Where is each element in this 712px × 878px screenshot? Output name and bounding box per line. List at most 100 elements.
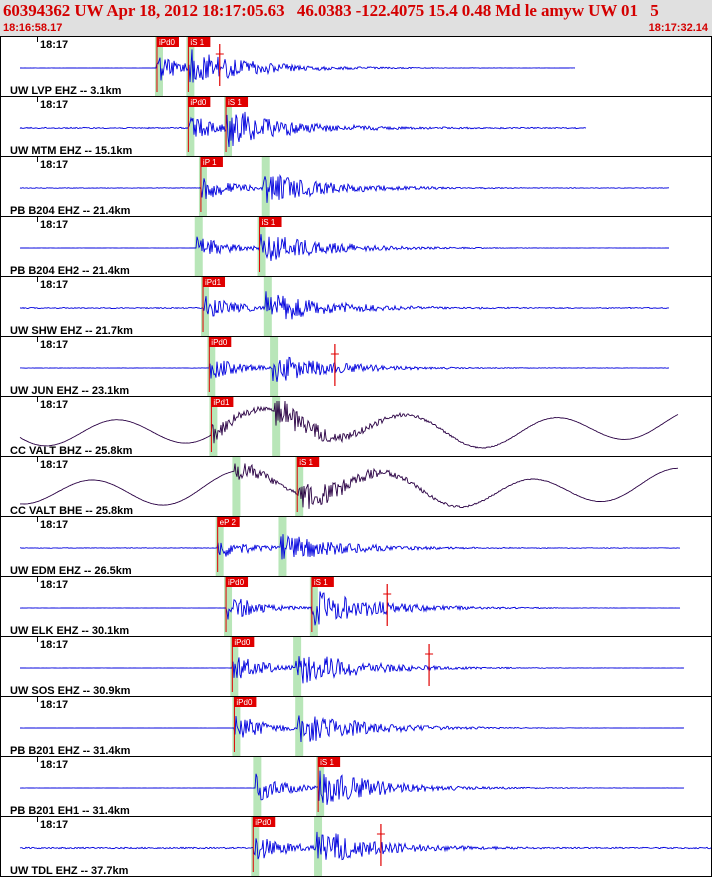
pick-window [224,97,233,156]
trace-frame [0,456,712,517]
station-label: PB B201 EHZ -- 31.4km [10,745,131,757]
pick-label: iPd0 [228,578,245,587]
station-label: UW SOS EHZ -- 30.9km [10,685,131,697]
pick-box [188,37,211,47]
pick-label: iPd1 [213,398,230,407]
pick-window [314,817,323,876]
trace-frame [0,636,712,697]
pick-label: iS 1 [262,218,276,227]
pick-box [318,757,341,767]
station-label: UW MTM EHZ -- 15.1km [10,145,132,157]
station-label: UW SHW EHZ -- 21.7km [10,325,133,337]
pick-window [263,277,272,336]
pick-box [226,577,249,587]
pick-label: iPd0 [211,338,228,347]
pick-window [230,637,239,696]
pick-label: iS 1 [228,98,242,107]
pick-window [261,157,270,216]
station-label: PB B204 EH2 -- 21.4km [10,265,130,277]
waveform [19,111,587,148]
trace-row: eP 2 18:17 UW EDM EHZ -- 26.5km [0,516,712,577]
trace-time-label: 18:17 [40,579,68,591]
pick-window [215,517,224,576]
pick-box [156,37,179,47]
trace-frame [0,156,712,217]
trace-row: iPd1 18:17 CC VALT BHZ -- 25.8km [0,396,712,457]
waveform [20,770,685,805]
trace-time-label: 18:17 [40,399,68,411]
pick-window [201,277,210,336]
trace-row: iS 1 18:17 CC VALT BHE -- 25.8km [0,456,712,517]
pick-box [203,277,226,287]
station-label: PB B201 EH1 -- 31.4km [10,805,130,817]
pick-label: iS 1 [314,578,328,587]
waveform [20,463,679,509]
pick-window [309,577,318,636]
waveform [19,234,669,262]
waveform [19,831,712,861]
waveform [20,715,685,743]
trace-time-label: 18:17 [40,219,68,231]
trace-row: iPd0 iS 1 18:17 UW MTM EHZ -- 15.1km [0,96,712,157]
pick-box [232,637,255,647]
event-title: 60394362 UW Apr 18, 2012 18:17:05.63 46.… [3,1,659,20]
trace-row: iPd1 18:17 UW SHW EHZ -- 21.7km [0,276,712,337]
waveform [20,49,576,83]
pick-window [232,697,241,756]
trace-row: iPd0 18:17 UW SOS EHZ -- 30.9km [0,636,712,697]
trace-time-label: 18:17 [40,39,68,51]
pick-label: eP 2 [220,518,237,527]
pick-window [207,337,216,396]
pick-window [272,397,281,456]
pick-box [209,337,232,347]
pick-label: iPd0 [255,818,272,827]
station-label: UW ELK EHZ -- 30.1km [10,625,129,637]
window-start-time: 18:16:58.17 [3,22,63,34]
station-label: UW EDM EHZ -- 26.5km [10,565,132,577]
trace-frame [0,36,712,97]
trace-row: iPd0 18:17 UW TDL EHZ -- 37.7km [0,816,712,877]
pick-label: iP 1 [203,158,217,167]
pick-window [316,757,325,816]
pick-label: iS 1 [299,458,313,467]
station-label: CC VALT BHZ -- 25.8km [10,445,133,457]
pick-window [232,457,241,516]
pick-box [200,157,223,167]
pick-box [226,97,249,107]
trace-time-label: 18:17 [40,99,68,111]
trace-frame [0,276,712,337]
station-label: UW LVP EHZ -- 3.1km [10,85,122,97]
trace-frame [0,756,712,817]
pick-box [259,217,282,227]
pick-box [234,697,257,707]
pick-box [217,517,240,527]
trace-frame [0,516,712,577]
pick-window [154,37,163,96]
station-label: UW JUN EHZ -- 23.1km [10,385,129,397]
station-label: CC VALT BHE -- 25.8km [10,505,133,517]
trace-frame [0,216,712,277]
waveform [19,400,679,449]
pick-box [253,817,276,827]
event-header: 60394362 UW Apr 18, 2012 18:17:05.63 46.… [0,0,712,36]
pick-label: iPd0 [234,638,251,647]
trace-time-label: 18:17 [40,339,68,351]
waveform [20,534,680,560]
pick-window [186,37,195,96]
pick-box [211,397,234,407]
trace-time-label: 18:17 [40,639,68,651]
trace-row: iPd0 18:17 PB B201 EHZ -- 31.4km [0,696,712,757]
trace-row: iS 1 18:17 PB B201 EH1 -- 31.4km [0,756,712,817]
trace-time-label: 18:17 [40,159,68,171]
trace-row: iS 1 18:17 PB B204 EH2 -- 21.4km [0,216,712,277]
trace-time-label: 18:17 [40,819,68,831]
pick-label: iS 1 [320,758,334,767]
pick-label: iPd0 [190,98,207,107]
pick-window [186,97,195,156]
pick-label: iPd0 [159,38,176,47]
pick-box [311,577,334,587]
pick-label: iPd0 [236,698,253,707]
waveform [20,591,681,626]
trace-time-label: 18:17 [40,519,68,531]
